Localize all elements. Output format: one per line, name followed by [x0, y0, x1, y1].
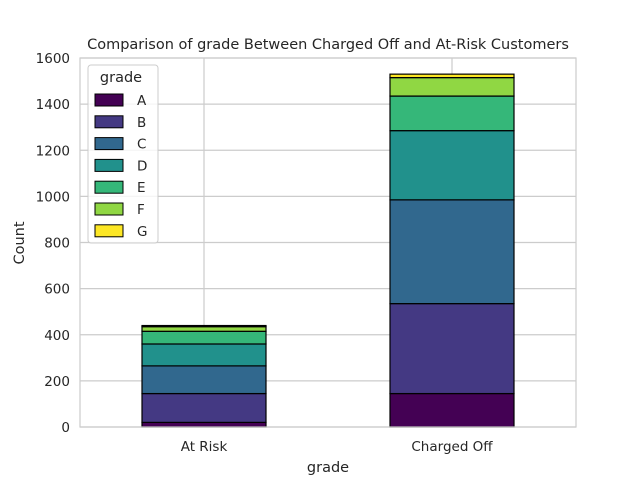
- plot-frame: [79, 57, 577, 428]
- legend-label-E: E: [137, 180, 146, 196]
- legend-label-C: C: [137, 137, 146, 153]
- bar-segment-B-at-risk: [141, 392, 267, 423]
- legend-swatch-B: [94, 115, 124, 129]
- bar-segment-F-charged-off: [389, 77, 515, 97]
- y-tick-label: 200: [44, 374, 70, 390]
- legend-swatch-A: [94, 93, 124, 107]
- bar-segment-D-charged-off: [389, 130, 515, 201]
- legend-title: grade: [100, 70, 142, 86]
- bar-segment-E-charged-off: [389, 95, 515, 132]
- y-tick-label: 1200: [36, 143, 70, 159]
- legend-swatch-F: [94, 202, 124, 216]
- y-axis-label: Count: [12, 221, 28, 264]
- legend-label-A: A: [137, 93, 147, 109]
- bar-segment-G-charged-off: [389, 73, 515, 79]
- legend-swatch-C: [94, 137, 124, 151]
- chart-title: Comparison of grade Between Charged Off …: [87, 37, 569, 53]
- bar-segment-E-at-risk: [141, 330, 267, 345]
- y-tick-label: 1000: [36, 189, 70, 205]
- y-tick-label: 800: [44, 236, 70, 252]
- x-tick-label: Charged Off: [411, 439, 493, 455]
- bar-segment-A-at-risk: [141, 421, 267, 428]
- y-tick-label: 1600: [36, 51, 70, 67]
- legend-label-B: B: [137, 115, 146, 131]
- bar-segment-D-at-risk: [141, 343, 267, 367]
- legend-swatch-G: [94, 224, 124, 238]
- bar-segment-C-charged-off: [389, 199, 515, 305]
- bar-segment-G-at-risk: [141, 324, 267, 328]
- legend-swatch-E: [94, 180, 124, 194]
- bars: [141, 73, 515, 428]
- x-axis-label: grade: [307, 460, 349, 476]
- y-tick-label: 600: [44, 282, 70, 298]
- legend-label-F: F: [137, 202, 145, 218]
- legend-label-G: G: [137, 224, 147, 240]
- bar-segment-B-charged-off: [389, 303, 515, 395]
- legend-swatch-D: [94, 158, 124, 172]
- y-tick-labels: 0 200 400 600 800 1000 1200 1400 1600: [36, 51, 70, 436]
- y-tick-label: 0: [61, 420, 70, 436]
- bar-segment-F-at-risk: [141, 326, 267, 332]
- x-tick-labels: At Risk Charged Off: [181, 439, 494, 455]
- y-tick-label: 1400: [36, 97, 70, 113]
- bar-segment-C-at-risk: [141, 365, 267, 395]
- legend-label-D: D: [137, 158, 147, 174]
- y-tick-label: 400: [44, 328, 70, 344]
- legend-frame: [87, 64, 159, 244]
- x-tick-label: At Risk: [181, 439, 228, 455]
- bar-segment-A-charged-off: [389, 392, 515, 428]
